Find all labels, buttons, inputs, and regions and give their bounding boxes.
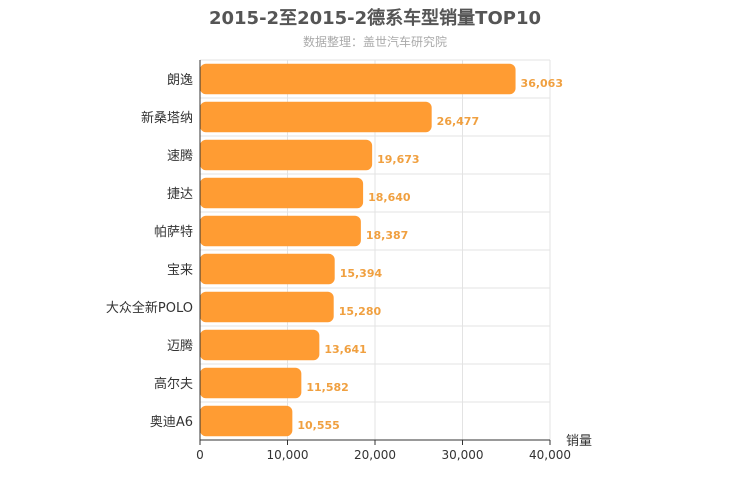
data-label: 13,641 xyxy=(324,343,366,356)
data-label: 10,555 xyxy=(297,419,339,432)
bar[interactable] xyxy=(200,215,361,247)
data-label: 18,640 xyxy=(368,191,411,204)
chart-subtitle: 数据整理：盖世汽车研究院 xyxy=(303,34,447,49)
x-tick-label: 30,000 xyxy=(442,448,484,462)
bar[interactable] xyxy=(200,139,373,171)
data-label: 26,477 xyxy=(437,115,479,128)
bar[interactable] xyxy=(200,329,320,361)
data-label: 19,673 xyxy=(377,153,419,166)
bar[interactable] xyxy=(200,101,432,133)
bar[interactable] xyxy=(200,177,364,209)
bar[interactable] xyxy=(200,405,293,437)
data-label: 15,394 xyxy=(340,267,383,280)
grid-lines xyxy=(200,59,551,441)
bars: 36,063 26,477 19,673 18,640 18,387 15,394 15,2… xyxy=(200,63,563,437)
category-label: 新桑塔纳 xyxy=(141,110,193,126)
category-label: 大众全新POLO xyxy=(106,300,193,316)
data-label: 11,582 xyxy=(306,381,348,394)
category-label: 迈腾 xyxy=(167,338,193,354)
x-axis-title: 销量 xyxy=(566,434,592,449)
category-label: 朗逸 xyxy=(167,73,193,88)
x-tick-label: 0 xyxy=(196,448,204,462)
bar[interactable] xyxy=(200,253,335,285)
category-label: 高尔夫 xyxy=(154,376,193,392)
x-tick-label: 20,000 xyxy=(354,448,396,462)
category-label: 速腾 xyxy=(167,148,193,164)
bar[interactable] xyxy=(200,291,334,323)
category-label: 宝来 xyxy=(167,263,193,278)
category-label: 奥迪A6 xyxy=(150,415,193,430)
category-label: 捷达 xyxy=(167,187,193,202)
category-label: 帕萨特 xyxy=(154,225,193,240)
chart-title: 2015-2至2015-2德系车型销量TOP10 xyxy=(209,7,541,29)
data-label: 18,387 xyxy=(366,229,408,242)
data-label: 15,280 xyxy=(339,305,382,318)
bar[interactable] xyxy=(200,367,302,399)
x-tick-label: 10,000 xyxy=(267,448,309,462)
bar[interactable] xyxy=(200,63,516,95)
x-tick-label: 40,000 xyxy=(529,448,571,462)
data-label: 36,063 xyxy=(521,77,563,90)
